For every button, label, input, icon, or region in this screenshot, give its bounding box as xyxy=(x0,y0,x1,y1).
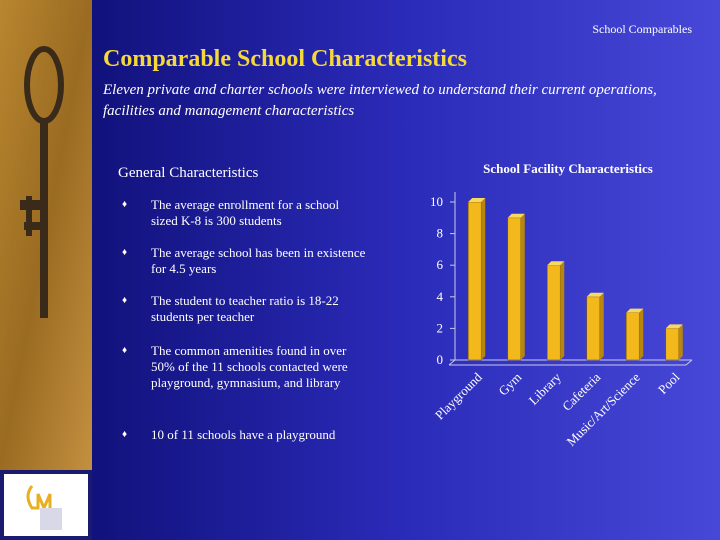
bullet-text: The student to teacher ratio is 18-22 st… xyxy=(151,293,339,324)
bar xyxy=(467,201,482,361)
chart: School Facility Characteristics 0 2 4 6 8 10 P… xyxy=(430,161,693,449)
bullet-marker: ♦ xyxy=(122,429,128,440)
bar-top xyxy=(586,292,604,297)
bullet: ♦ 10 of 11 schools have a playground xyxy=(122,427,367,443)
x-tick-label: Playground xyxy=(432,369,485,422)
bar xyxy=(507,217,522,361)
x-tick-label: Pool xyxy=(655,369,683,397)
y-tick-label: 6 xyxy=(437,257,444,272)
bullet-marker: ♦ xyxy=(122,199,128,210)
bar xyxy=(586,296,601,361)
section-heading: General Characteristics xyxy=(118,165,259,181)
key-image xyxy=(0,0,92,540)
bar xyxy=(665,328,680,361)
bar-top xyxy=(507,213,525,218)
bar-side xyxy=(560,261,565,360)
bar-top xyxy=(665,324,683,329)
bullet-text: The average enrollment for a school size… xyxy=(151,197,340,228)
bar-side xyxy=(481,198,486,360)
x-tick-label: Gym xyxy=(495,370,524,399)
bar xyxy=(625,312,640,361)
bullet-marker: ♦ xyxy=(122,295,128,306)
bar-side xyxy=(520,213,525,360)
bullet: ♦ The student to teacher ratio is 18-22 s… xyxy=(122,293,367,325)
bar-side xyxy=(599,292,604,360)
y-tick-label: 10 xyxy=(430,194,443,209)
bar xyxy=(546,264,561,361)
bullet: ♦ The average school has been in existenc… xyxy=(122,245,367,277)
bar-side xyxy=(639,308,644,360)
bullet-marker: ♦ xyxy=(122,247,128,258)
slide-subtitle: Eleven private and charter schools were … xyxy=(103,82,657,119)
y-tick-label: 8 xyxy=(437,226,444,241)
x-tick-label: Library xyxy=(526,369,565,408)
bullet-marker: ♦ xyxy=(122,345,128,356)
x-tick-label: Music/Art/Science xyxy=(563,369,643,449)
bar-top xyxy=(547,261,565,266)
y-tick-label: 4 xyxy=(437,289,444,304)
bar-side xyxy=(678,324,683,360)
plot-floor xyxy=(448,359,693,366)
y-tick-label: 2 xyxy=(437,320,444,335)
y-tick-label: 0 xyxy=(437,352,444,367)
bar-top xyxy=(626,308,644,313)
bullet: ♦ The average enrollment for a school siz… xyxy=(122,197,367,229)
bullet-text: The common amenities found in over 50% o… xyxy=(151,343,348,390)
bullet-text: 10 of 11 schools have a playground xyxy=(151,427,336,442)
slide-title: Comparable School Characteristics xyxy=(103,46,467,72)
chart-title: School Facility Characteristics xyxy=(483,161,653,176)
bullet: ♦ The common amenities found in over 50% … xyxy=(122,343,367,391)
bar-top xyxy=(468,198,486,202)
plot-wall xyxy=(454,192,692,361)
bullet-text: The average school has been in existence… xyxy=(151,245,366,276)
section-label: School Comparables xyxy=(592,22,692,36)
